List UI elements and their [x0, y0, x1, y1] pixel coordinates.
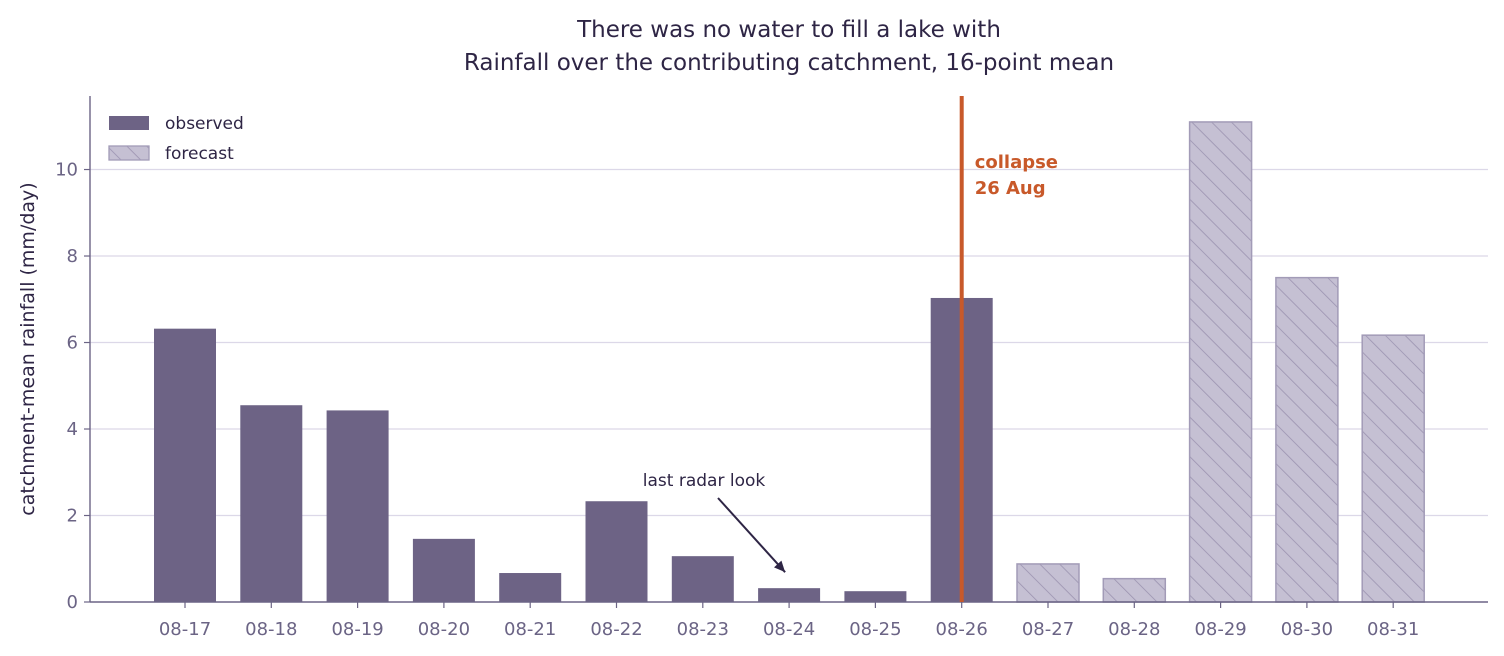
- chart-subtitle: Rainfall over the contributing catchment…: [464, 50, 1114, 76]
- x-tick-label: 08-21: [504, 619, 556, 640]
- bar-observed: [585, 501, 648, 602]
- x-tick-label: 08-24: [763, 619, 815, 640]
- legend-label-forecast: forecast: [165, 144, 234, 164]
- bar-forecast: [1188, 121, 1253, 603]
- bar-observed: [412, 538, 475, 602]
- y-tick-label: 10: [55, 160, 78, 181]
- bar-observed: [499, 573, 562, 602]
- x-tick-label: 08-23: [677, 619, 729, 640]
- x-tick-label: 08-18: [245, 619, 297, 640]
- y-tick-label: 2: [67, 506, 78, 527]
- x-tick-label: 08-29: [1194, 619, 1246, 640]
- x-tick-label: 08-19: [331, 619, 383, 640]
- annotation-arrow-line: [717, 497, 786, 573]
- annotation-arrow-head: [774, 560, 786, 573]
- bar-observed: [326, 410, 389, 602]
- legend: observed forecast: [108, 114, 244, 164]
- y-tick-label: 8: [67, 246, 78, 267]
- bar-forecast: [1361, 334, 1425, 603]
- bar-forecast: [1275, 276, 1339, 603]
- annotation-label: last radar look: [643, 471, 766, 491]
- x-tick-label: 08-26: [936, 619, 988, 640]
- bar-observed: [240, 405, 303, 602]
- annotations: collapse 26 Aug last radar look: [643, 96, 1058, 602]
- y-tick-label: 4: [67, 419, 78, 440]
- bar-observed: [758, 588, 821, 602]
- bar-observed: [671, 556, 734, 602]
- x-tick-label: 08-22: [590, 619, 642, 640]
- legend-swatch-forecast: [108, 145, 150, 161]
- bar-forecast: [1016, 563, 1080, 603]
- bar-forecast: [1102, 577, 1167, 603]
- bar-observed: [844, 591, 907, 602]
- gridlines: [90, 168, 1488, 517]
- chart-title: There was no water to fill a lake with: [576, 17, 1001, 43]
- legend-swatch-observed: [109, 116, 149, 130]
- bar-observed: [154, 328, 216, 602]
- legend-label-observed: observed: [165, 114, 244, 134]
- bars: [154, 121, 1425, 603]
- x-tick-label: 08-20: [418, 619, 470, 640]
- y-axis-label: catchment-mean rainfall (mm/day): [17, 182, 39, 515]
- y-tick-label: 0: [67, 592, 78, 613]
- x-tick-label: 08-28: [1108, 619, 1160, 640]
- event-label: collapse: [975, 152, 1058, 173]
- x-tick-label: 08-27: [1022, 619, 1074, 640]
- x-tick-label: 08-31: [1367, 619, 1419, 640]
- x-tick-label: 08-17: [159, 619, 211, 640]
- x-tick-label: 08-30: [1281, 619, 1333, 640]
- event-label: 26 Aug: [975, 178, 1046, 199]
- y-tick-label: 6: [67, 333, 78, 354]
- x-tick-label: 08-25: [849, 619, 901, 640]
- axes: 0 2 4 6 8 10 08-17 08-18 08-19 08-20 08-21 08-22 08-…: [55, 96, 1488, 640]
